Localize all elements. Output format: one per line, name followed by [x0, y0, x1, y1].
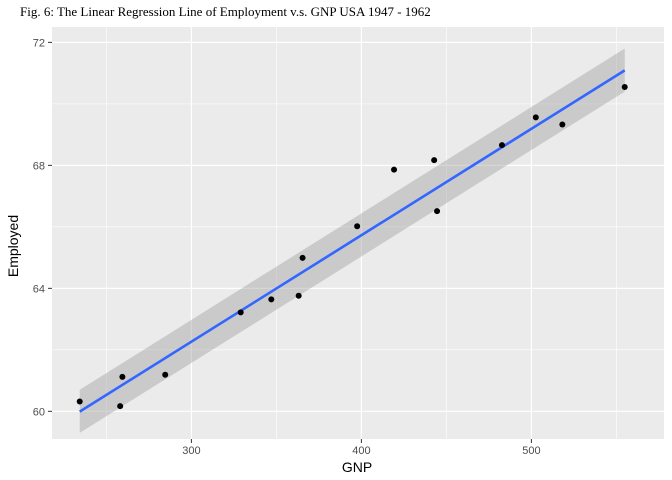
data-point: [498, 142, 505, 149]
y-tick-label: 72: [33, 37, 45, 49]
data-point: [559, 121, 566, 128]
data-point: [268, 296, 275, 303]
x-axis-ticks: 300 400 500: [182, 439, 541, 457]
data-point: [237, 309, 244, 316]
x-tick-label: 300: [182, 445, 200, 457]
y-axis-ticks: 60 64 68 72: [33, 37, 52, 418]
data-point: [532, 114, 539, 121]
plot-panel: [52, 27, 664, 439]
data-point: [299, 254, 306, 261]
data-point: [119, 373, 126, 380]
data-point: [431, 157, 438, 164]
x-tick-label: 400: [352, 445, 370, 457]
data-point: [117, 403, 124, 410]
y-axis-title: Employed: [5, 215, 21, 277]
x-axis-title: GNP: [342, 459, 372, 475]
major-gridlines: [52, 27, 664, 439]
data-point: [391, 166, 398, 173]
data-point: [354, 223, 361, 230]
data-point: [76, 398, 83, 405]
y-tick-label: 60: [33, 406, 45, 418]
data-point: [434, 208, 441, 215]
chart-title: Fig. 6: The Linear Regression Line of Em…: [20, 4, 431, 19]
y-tick-label: 68: [33, 160, 45, 172]
regression-line: [79, 69, 626, 413]
data-point: [162, 371, 169, 378]
data-point: [295, 292, 302, 299]
x-tick-label: 500: [522, 445, 540, 457]
y-tick-label: 64: [33, 283, 45, 295]
data-point: [621, 83, 628, 90]
data-points: [76, 83, 628, 410]
